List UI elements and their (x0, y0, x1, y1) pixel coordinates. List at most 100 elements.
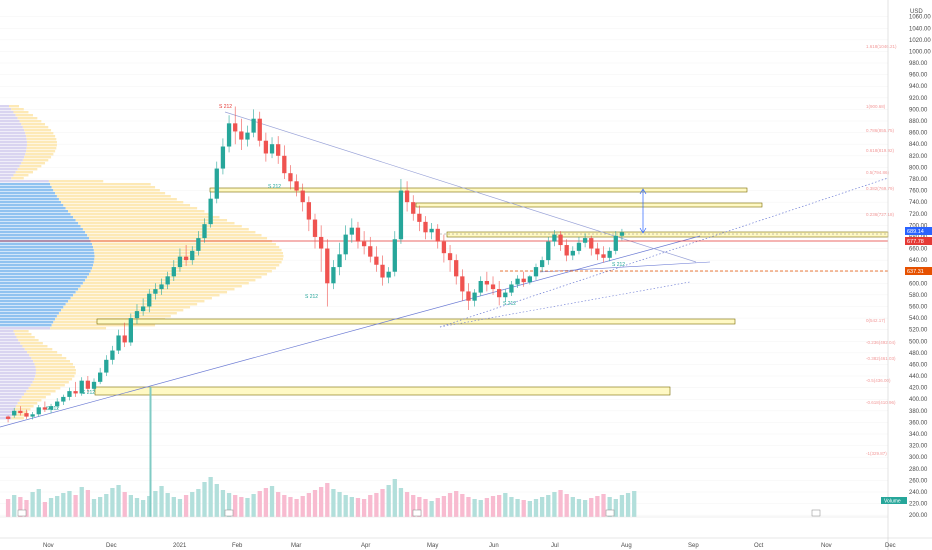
volume-bar (202, 482, 207, 517)
vp-row-value (65, 207, 198, 210)
candle-body (36, 407, 41, 415)
vp-row-value (51, 186, 156, 189)
vp-row (0, 285, 81, 288)
volume-bar (355, 498, 361, 517)
volume-bar (552, 492, 557, 517)
vp-row (0, 162, 22, 165)
x-tick-label: Oct (754, 543, 764, 549)
vp-row-value (91, 267, 276, 270)
candle-body (30, 414, 35, 417)
vp-row-value (9, 105, 19, 108)
x-tick-label: Aug (621, 543, 632, 549)
candle-body (539, 260, 545, 268)
candle-body (171, 267, 176, 277)
candle-body (276, 144, 281, 156)
volume-bar (521, 500, 526, 517)
svg-text:0.786(855.75): 0.786(855.75) (866, 128, 895, 133)
vp-row (0, 387, 29, 390)
vp-row-value (48, 180, 104, 183)
candle-body (423, 221, 428, 233)
vp-row (0, 234, 88, 237)
volume-bar (607, 497, 612, 517)
vp-row (0, 282, 83, 285)
svg-text:1.618(1046.21): 1.618(1046.21) (866, 44, 897, 49)
trendlines (0, 111, 889, 428)
candle-body (91, 381, 97, 389)
vp-row-value (70, 297, 212, 300)
y-axis[interactable]: 1060.00 1040.00 1020.00 1000.00 980.00 960.00… (909, 15, 931, 519)
volume-bar (5, 499, 11, 517)
y-tick-label: 600.00 (909, 281, 928, 287)
candle-body (153, 289, 158, 294)
volume-bar (570, 497, 575, 517)
vp-row-value (22, 126, 49, 129)
svg-text:0.618(819.92): 0.618(819.92) (866, 148, 895, 153)
signal-marks: S 212 S 212 S 212 S 212 S 212 S 212 S 21… (46, 104, 625, 412)
candle-body (595, 248, 600, 255)
y-tick-label: 980.00 (909, 61, 928, 67)
volume-bar (171, 497, 176, 517)
vp-row-value (11, 417, 24, 420)
vp-row (0, 360, 34, 363)
vp-row (0, 201, 62, 204)
vp-row-value (30, 384, 65, 387)
vp-row-value (61, 201, 184, 204)
vp-row (0, 375, 36, 378)
vp-row (0, 348, 25, 351)
svg-text:0.236(727.18): 0.236(727.18) (866, 212, 895, 217)
vp-row (0, 144, 27, 147)
vp-row-value (33, 360, 71, 363)
vp-row (0, 393, 25, 396)
vp-row (0, 366, 36, 369)
vp-row (0, 237, 90, 240)
vp-row-value (13, 111, 29, 114)
volume-bar (386, 485, 391, 517)
candle-body (533, 267, 539, 277)
vp-row (0, 399, 20, 402)
candle-body (134, 311, 140, 319)
vp-row-value (14, 408, 31, 411)
candle-body (472, 292, 477, 301)
candle-body (55, 401, 60, 407)
candle-body (85, 380, 91, 389)
vp-row-value (73, 294, 220, 297)
y-tick-label: 1020.00 (909, 38, 931, 44)
vp-row-value (58, 312, 177, 315)
vp-row-value (89, 237, 268, 240)
vp-row-value (35, 366, 75, 369)
candle-body (355, 227, 361, 242)
vp-row (0, 264, 94, 267)
vp-row (0, 135, 27, 138)
vp-row-value (26, 150, 56, 153)
event-markers[interactable] (17, 509, 821, 517)
y-tick-label: 1000.00 (909, 49, 931, 55)
vp-row (0, 219, 76, 222)
x-tick-label: Mar (291, 543, 301, 549)
vp-row (0, 174, 14, 177)
vp-row (0, 129, 25, 132)
x-axis[interactable]: Nov Dec 2021 Feb Mar Apr May Jun Jul Aug Sep Oct Nov… (43, 543, 896, 549)
y-tick-label: 400.00 (909, 397, 928, 403)
svg-text:-0.236(492.04): -0.236(492.04) (866, 340, 896, 345)
candle-body (325, 248, 330, 284)
vp-row-value (22, 159, 49, 162)
vp-row (0, 207, 66, 210)
vp-row (0, 258, 95, 261)
vp-row-value (31, 357, 67, 360)
vp-row-value (19, 120, 42, 123)
volume-bar (576, 499, 582, 517)
x-tick-label: Nov (821, 543, 832, 549)
candle-body (269, 144, 275, 154)
y-tick-label: 900.00 (909, 107, 928, 113)
vp-row (0, 117, 18, 120)
volume-bar (245, 498, 250, 517)
vp-row (0, 228, 83, 231)
volume-bar (257, 491, 262, 517)
volume-bar (441, 496, 447, 517)
vp-row (0, 279, 86, 282)
y-tick-label: 880.00 (909, 119, 928, 125)
candle-body (447, 253, 453, 261)
vp-row-value (24, 156, 52, 159)
vp-row-value (51, 324, 156, 327)
